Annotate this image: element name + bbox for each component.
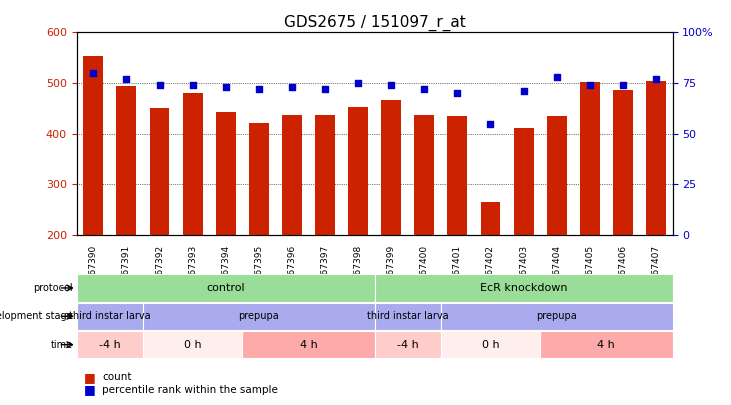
Bar bbox=[382, 100, 401, 235]
Bar bbox=[580, 81, 599, 235]
Point bbox=[121, 76, 132, 82]
Bar bbox=[447, 116, 467, 235]
Bar bbox=[216, 112, 235, 235]
Bar bbox=[315, 115, 335, 235]
Text: 0 h: 0 h bbox=[482, 340, 499, 350]
Point bbox=[319, 86, 331, 92]
Text: ■: ■ bbox=[84, 383, 96, 396]
Text: third instar larva: third instar larva bbox=[367, 311, 449, 321]
Bar bbox=[547, 117, 567, 235]
Bar bbox=[150, 108, 170, 235]
Text: 0 h: 0 h bbox=[183, 340, 202, 350]
Bar bbox=[480, 202, 501, 235]
Bar bbox=[83, 56, 103, 235]
Point bbox=[551, 74, 563, 80]
Bar bbox=[514, 128, 534, 235]
Bar bbox=[249, 123, 269, 235]
Bar bbox=[116, 85, 136, 235]
Bar bbox=[646, 81, 666, 235]
Point bbox=[154, 82, 165, 88]
Text: prepupa: prepupa bbox=[238, 311, 279, 321]
Point bbox=[650, 76, 662, 82]
Text: percentile rank within the sample: percentile rank within the sample bbox=[102, 385, 279, 394]
Text: time: time bbox=[51, 340, 73, 350]
Text: third instar larva: third instar larva bbox=[69, 311, 151, 321]
Text: protocol: protocol bbox=[34, 283, 73, 293]
Point bbox=[617, 82, 629, 88]
Point bbox=[253, 86, 265, 92]
Bar bbox=[183, 93, 202, 235]
Point bbox=[418, 86, 430, 92]
Point bbox=[88, 70, 99, 76]
Text: count: count bbox=[102, 373, 132, 382]
Bar bbox=[613, 90, 633, 235]
Text: -4 h: -4 h bbox=[99, 340, 121, 350]
Text: development stage: development stage bbox=[0, 311, 73, 321]
Text: -4 h: -4 h bbox=[397, 340, 419, 350]
Bar bbox=[414, 115, 434, 235]
Title: GDS2675 / 151097_r_at: GDS2675 / 151097_r_at bbox=[284, 15, 466, 31]
Point bbox=[385, 82, 397, 88]
Point bbox=[485, 120, 496, 127]
Point bbox=[352, 80, 364, 86]
Point bbox=[518, 88, 529, 94]
Bar bbox=[282, 115, 302, 235]
Point bbox=[220, 84, 232, 90]
Bar bbox=[348, 107, 368, 235]
Text: prepupa: prepupa bbox=[537, 311, 577, 321]
Point bbox=[452, 90, 463, 96]
Text: EcR knockdown: EcR knockdown bbox=[480, 283, 567, 293]
Text: control: control bbox=[206, 283, 245, 293]
Text: 4 h: 4 h bbox=[597, 340, 616, 350]
Point bbox=[186, 82, 198, 88]
Point bbox=[584, 82, 596, 88]
Text: ■: ■ bbox=[84, 371, 96, 384]
Point bbox=[286, 84, 298, 90]
Text: 4 h: 4 h bbox=[300, 340, 317, 350]
